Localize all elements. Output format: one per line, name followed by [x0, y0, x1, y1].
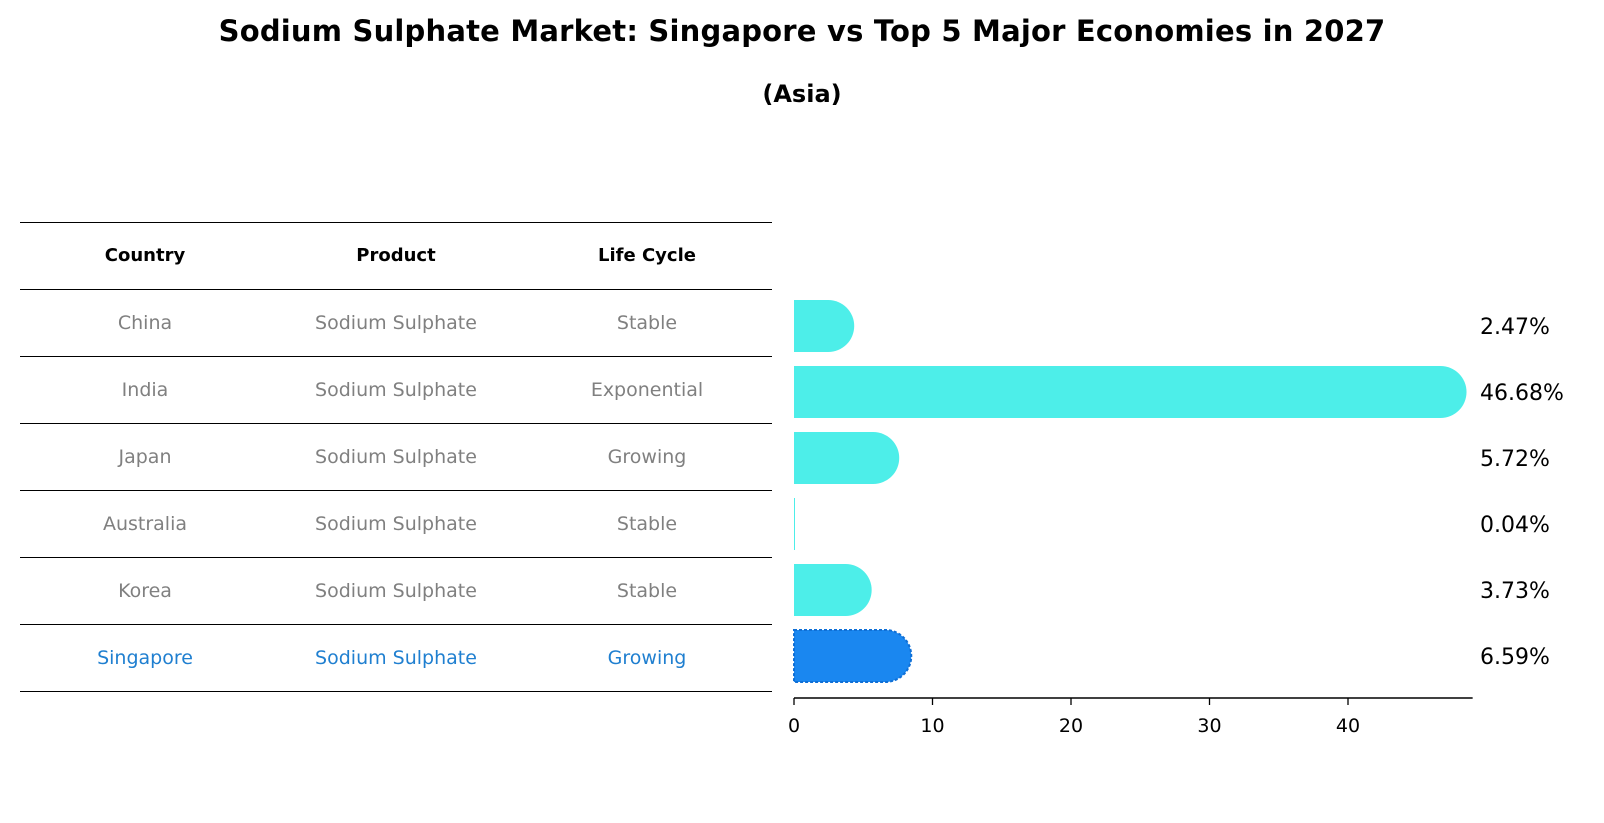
table-row: Korea Sodium Sulphate Stable: [20, 557, 772, 624]
chart-subtitle: (Asia): [762, 80, 842, 108]
country-cell: China: [117, 312, 173, 334]
product-cell: Sodium Sulphate: [315, 580, 477, 602]
life-cycle-cell: Growing: [607, 647, 687, 669]
product-cell: Sodium Sulphate: [315, 647, 477, 669]
country-cell: Singapore: [97, 647, 193, 669]
country-cell: India: [121, 379, 169, 401]
header-product: Product: [356, 245, 436, 266]
life-cycle-cell: Exponential: [590, 379, 704, 401]
header-country: Country: [104, 245, 186, 266]
bar-india: [794, 366, 1467, 418]
table-row: India Sodium Sulphate Exponential: [20, 356, 772, 423]
product-cell: Sodium Sulphate: [315, 446, 477, 468]
x-tick-label: 40: [1336, 715, 1360, 737]
bar-china: [794, 300, 855, 352]
country-cell: Japan: [118, 446, 172, 468]
table-row-highlighted: Singapore Sodium Sulphate Growing: [20, 624, 772, 692]
chart-title: Sodium Sulphate Market: Singapore vs Top…: [218, 14, 1386, 48]
header-life-cycle: Life Cycle: [598, 245, 696, 266]
life-cycle-cell: Growing: [607, 446, 687, 468]
bar-singapore: [793, 629, 913, 683]
product-cell: Sodium Sulphate: [315, 312, 477, 334]
product-cell: Sodium Sulphate: [315, 379, 477, 401]
table-row: China Sodium Sulphate Stable: [20, 289, 772, 356]
table-row: Australia Sodium Sulphate Stable: [20, 490, 772, 557]
value-label: 2.47%: [1480, 315, 1550, 340]
table-header-row: Country Product Life Cycle: [20, 222, 772, 289]
value-label: 0.04%: [1480, 513, 1550, 538]
x-tick-label: 0: [788, 715, 800, 737]
country-cell: Australia: [102, 513, 188, 535]
bar-korea: [794, 564, 872, 616]
market-table: Country Product Life Cycle China Sodium …: [20, 222, 772, 692]
life-cycle-cell: Stable: [616, 513, 678, 535]
value-label: 46.68%: [1480, 381, 1564, 406]
life-cycle-cell: Stable: [616, 312, 678, 334]
life-cycle-cell: Stable: [616, 580, 678, 602]
product-cell: Sodium Sulphate: [315, 513, 477, 535]
country-cell: Korea: [118, 580, 172, 602]
x-tick-label: 10: [920, 715, 944, 737]
table-row: Japan Sodium Sulphate Growing: [20, 423, 772, 490]
x-tick-label: 30: [1197, 715, 1221, 737]
x-tick-label: 20: [1059, 715, 1083, 737]
value-label: 6.59%: [1480, 645, 1550, 670]
value-label: 3.73%: [1480, 579, 1550, 604]
value-label: 5.72%: [1480, 447, 1550, 472]
bar-australia: [794, 498, 795, 550]
bar-japan: [794, 432, 900, 484]
